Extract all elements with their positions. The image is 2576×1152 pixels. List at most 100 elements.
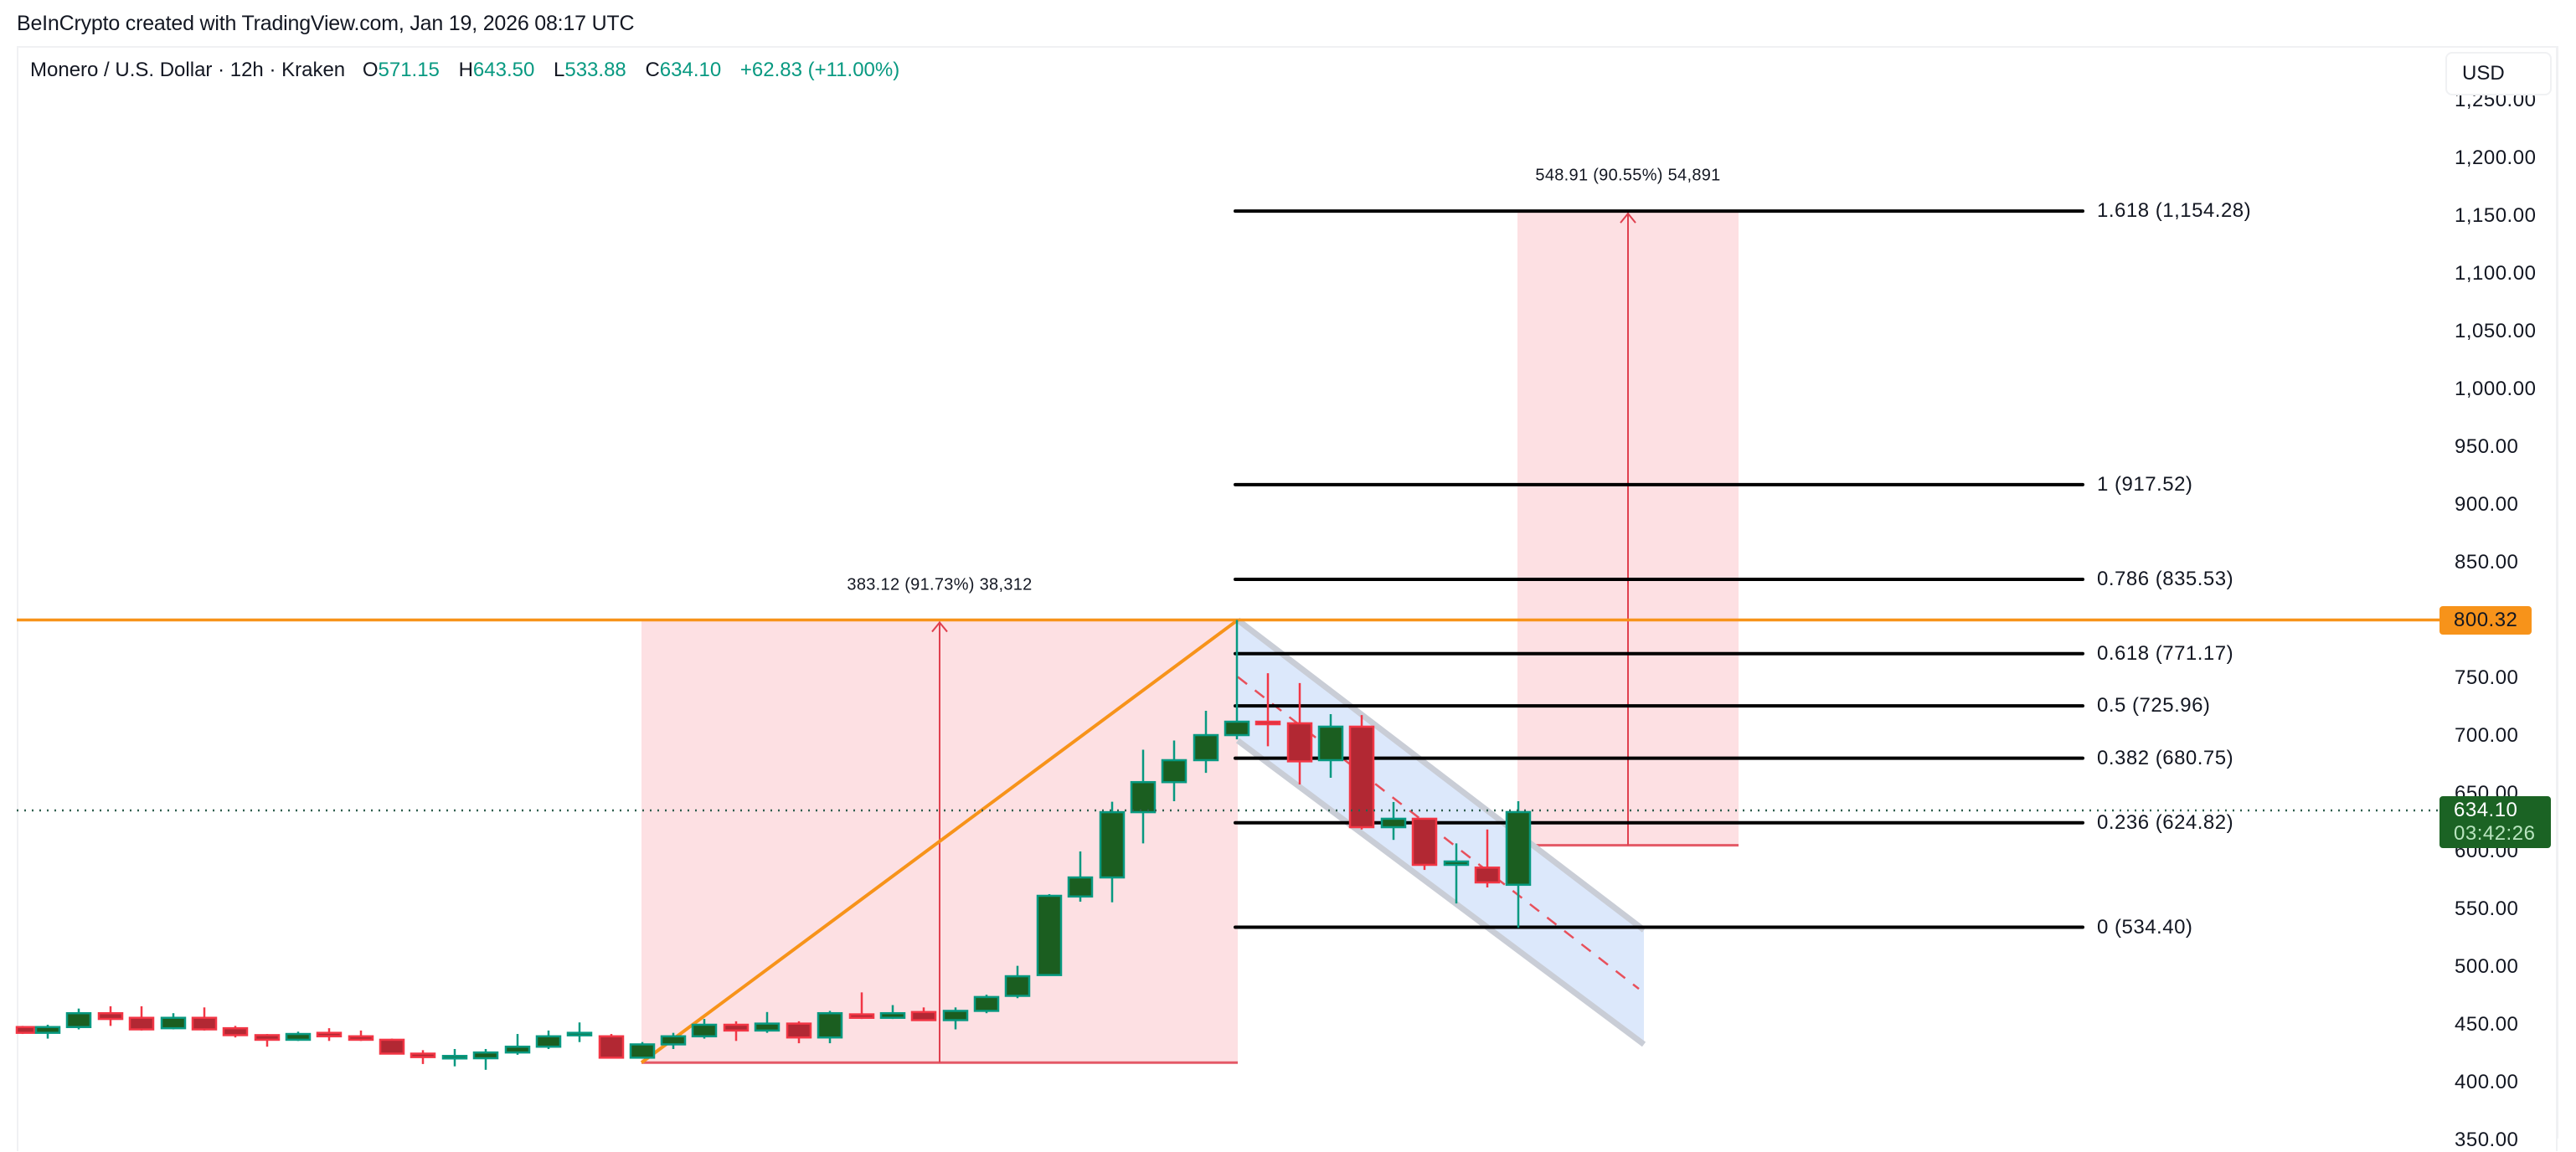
candle-up — [1317, 714, 1344, 778]
candle-up — [1130, 749, 1157, 844]
fib-level-label: 0.236 (624.82) — [2097, 810, 2234, 834]
price-axis-separator — [2557, 46, 2558, 1139]
price-axis-label: 1,200.00 — [2455, 147, 2537, 169]
candle-up — [1380, 801, 1407, 841]
candle-body — [1348, 725, 1375, 829]
bar-countdown: 03:42:26 — [2454, 822, 2536, 845]
candle-body — [1130, 780, 1157, 814]
fib-level-label: 1 (917.52) — [2097, 472, 2193, 496]
price-axis-label: 900.00 — [2455, 493, 2519, 516]
candle-body — [97, 1011, 124, 1021]
candle-down — [128, 1005, 155, 1031]
candle-up — [629, 1041, 656, 1059]
candle-down — [222, 1026, 249, 1038]
candle-body — [34, 1026, 61, 1034]
currency-button[interactable]: USD — [2445, 52, 2552, 95]
price-axis-label: 450.00 — [2455, 1013, 2519, 1036]
trend-line-segment[interactable] — [640, 618, 1239, 1064]
candle-up — [1099, 801, 1126, 903]
candle-body — [629, 1043, 656, 1059]
candle-up — [504, 1034, 531, 1055]
candle-up — [1505, 800, 1532, 928]
candle-body — [535, 1035, 562, 1048]
candle-down — [410, 1050, 436, 1064]
candle-body — [942, 1010, 969, 1021]
candle-up — [535, 1030, 562, 1049]
candle-body — [1067, 876, 1094, 898]
candle-body — [410, 1052, 436, 1058]
candle-body — [222, 1026, 249, 1036]
candle-body — [254, 1034, 281, 1041]
fib-level-label: 0 (534.40) — [2097, 915, 2193, 939]
candle-down — [1411, 817, 1438, 871]
price-axis-label: 750.00 — [2455, 666, 2519, 689]
candle-body — [160, 1016, 187, 1030]
candle-body — [1004, 975, 1031, 997]
high-value: 643.50 — [472, 59, 535, 81]
candle-body — [1224, 720, 1250, 737]
price-axis-label: 1,050.00 — [2455, 320, 2537, 342]
candle-up — [566, 1022, 593, 1042]
arrow-up-icon — [1620, 212, 1636, 224]
candle-down — [191, 1007, 218, 1031]
price-axis-label: 400.00 — [2455, 1071, 2519, 1093]
candle-up — [1036, 894, 1063, 976]
candle-up — [1443, 843, 1470, 904]
candle-body — [691, 1023, 718, 1038]
candle-body — [848, 1013, 875, 1019]
arrow-up-icon — [931, 620, 948, 633]
candle-up — [942, 1007, 969, 1030]
candle-body — [1099, 810, 1126, 879]
candle-body — [285, 1032, 312, 1041]
channel-midline — [1237, 676, 1640, 990]
candle-body — [910, 1011, 937, 1021]
candle-body — [723, 1023, 750, 1032]
candle-body — [566, 1031, 593, 1036]
chart-credit: BeInCrypto created with TradingView.com,… — [17, 12, 635, 35]
candle-down — [379, 1038, 405, 1055]
candle-up — [817, 1011, 843, 1044]
candle-body — [1286, 722, 1313, 763]
candle-body — [1193, 733, 1219, 762]
candle-down — [598, 1034, 625, 1059]
candle-down — [786, 1021, 812, 1044]
candle-body — [754, 1022, 781, 1032]
trend-line[interactable] — [640, 618, 1239, 1064]
high-label: H — [458, 59, 473, 81]
price-axis-label: 950.00 — [2455, 435, 2519, 458]
candle-up — [1224, 620, 1250, 740]
candle-up — [1161, 740, 1188, 801]
candle-body — [1443, 860, 1470, 867]
candle-up — [1004, 965, 1031, 999]
candle-body — [973, 995, 1000, 1012]
fib-level-label: 0.618 (771.17) — [2097, 641, 2234, 665]
price-axis-label: 1,100.00 — [2455, 262, 2537, 285]
channel-upper-edge[interactable] — [1235, 617, 1646, 933]
price-axis-label: 850.00 — [2455, 551, 2519, 573]
candle-body — [1317, 725, 1344, 762]
price-axis-label: 1,150.00 — [2455, 204, 2537, 227]
close-label: C — [645, 59, 660, 81]
candle-up — [34, 1025, 61, 1039]
candle-up — [691, 1019, 718, 1039]
candle-body — [348, 1035, 374, 1041]
last-price-tag: 634.10 03:42:26 — [2439, 796, 2551, 848]
symbol-title[interactable]: Monero / U.S. Dollar · 12h · Kraken — [30, 59, 346, 81]
candle-body — [128, 1016, 155, 1031]
candle-body — [504, 1045, 531, 1054]
price-range-label: 548.91 (90.55%) 54,891 — [1535, 166, 1721, 185]
candle-body — [441, 1055, 468, 1060]
fib-retracement[interactable] — [1234, 209, 2084, 929]
candle-up — [160, 1013, 187, 1030]
channel-lower-edge[interactable] — [1235, 738, 1646, 1047]
candle-body — [817, 1011, 843, 1039]
close-value: 634.10 — [659, 59, 722, 81]
candle-body — [660, 1035, 687, 1046]
candle-body — [879, 1011, 906, 1019]
candle-body — [191, 1016, 218, 1031]
fib-level-label: 0.5 (725.96) — [2097, 694, 2211, 717]
candle-up — [1067, 851, 1094, 903]
candle-body — [316, 1031, 343, 1038]
candle-body — [472, 1051, 499, 1060]
